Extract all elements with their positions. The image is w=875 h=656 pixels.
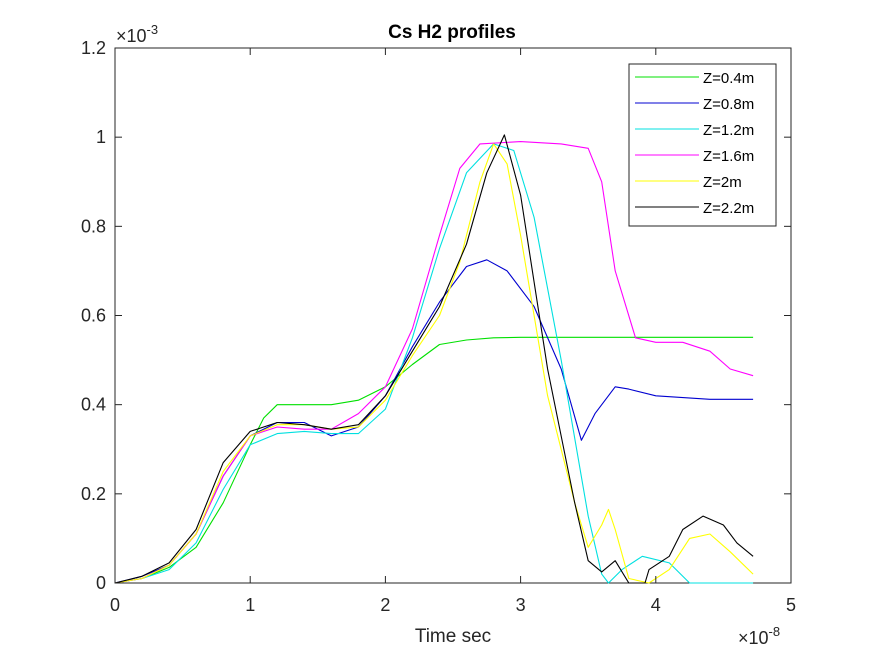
series-lines xyxy=(114,134,754,584)
x-exponent-label: ×10-8 xyxy=(738,624,780,648)
y-tick-label: 0.6 xyxy=(81,306,106,326)
series-line-z-1-6m xyxy=(114,141,754,584)
series-line-z-2m xyxy=(114,143,754,584)
legend-box xyxy=(628,63,777,227)
x-exponent-power: -8 xyxy=(769,624,781,639)
legend-label: Z=1.6m xyxy=(703,148,754,165)
x-tick-label: 0 xyxy=(110,595,120,615)
series-line-z-2-2m xyxy=(114,134,754,584)
legend-label: Z=0.4m xyxy=(703,70,754,87)
y-tick-label: 0 xyxy=(96,573,106,593)
y-tick-label: 0.2 xyxy=(81,484,106,504)
legend-label: Z=2.2m xyxy=(703,200,754,217)
chart-title: Cs H2 profiles xyxy=(388,22,516,43)
y-tick-label: 1 xyxy=(96,127,106,147)
legend-label: Z=2m xyxy=(703,174,742,191)
y-tick-label: 1.2 xyxy=(81,38,106,58)
legend-label: Z=0.8m xyxy=(703,96,754,113)
x-exponent-base: ×10 xyxy=(738,628,769,648)
series-line-z-0-4m xyxy=(114,336,754,584)
y-exponent-label: ×10-3 xyxy=(116,22,158,46)
legend: Z=0.4m Z=0.8m Z=1.2m Z=1.6m Z=2m Z=2.2m xyxy=(628,63,777,227)
y-tick-label: 0.8 xyxy=(81,216,106,236)
x-tick-label: 2 xyxy=(380,595,390,615)
x-tick-label: 1 xyxy=(245,595,255,615)
legend-label: Z=1.2m xyxy=(703,122,754,139)
x-tick-label: 3 xyxy=(516,595,526,615)
x-tick-label: 4 xyxy=(651,595,661,615)
y-tick-label: 0.4 xyxy=(81,395,106,415)
series-line-z-1-2m xyxy=(114,143,754,584)
axis-ticks: 0 1 2 3 4 5 0 0.2 0.4 0.6 0.8 1 1.2 xyxy=(81,38,796,615)
x-axis-label: Time sec xyxy=(415,626,491,647)
y-exponent-base: ×10 xyxy=(116,26,147,46)
y-exponent-power: -3 xyxy=(147,22,159,37)
x-tick-label: 5 xyxy=(786,595,796,615)
